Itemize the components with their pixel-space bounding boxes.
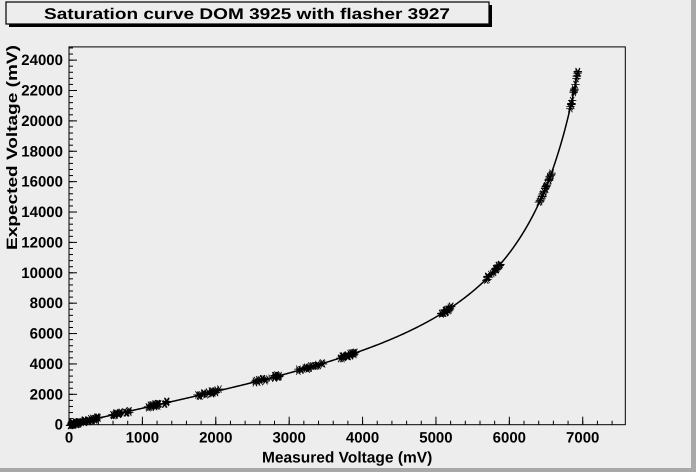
svg-text:4000: 4000 [30,356,63,373]
svg-text:3000: 3000 [272,430,305,447]
svg-text:2000: 2000 [30,386,63,403]
svg-text:8000: 8000 [30,295,63,312]
svg-text:Measured Voltage (mV): Measured Voltage (mV) [262,450,432,467]
svg-text:7000: 7000 [566,430,599,447]
svg-text:4000: 4000 [346,430,379,447]
svg-text:0: 0 [65,430,73,447]
svg-text:24000: 24000 [21,52,63,69]
svg-text:6000: 6000 [30,326,63,343]
svg-text:16000: 16000 [21,174,63,191]
svg-text:2000: 2000 [199,430,232,447]
svg-text:Expected Voltage (mV): Expected Voltage (mV) [4,45,21,250]
svg-text:10000: 10000 [21,265,63,282]
svg-text:12000: 12000 [21,234,63,251]
svg-text:Saturation curve DOM 3925 with: Saturation curve DOM 3925 with flasher 3… [44,6,450,23]
svg-text:14000: 14000 [21,204,63,221]
svg-text:18000: 18000 [21,143,63,160]
svg-text:20000: 20000 [21,113,63,130]
svg-text:5000: 5000 [419,430,452,447]
svg-text:6000: 6000 [493,430,526,447]
svg-text:0: 0 [55,417,63,434]
svg-text:1000: 1000 [126,430,159,447]
svg-text:22000: 22000 [21,83,63,100]
